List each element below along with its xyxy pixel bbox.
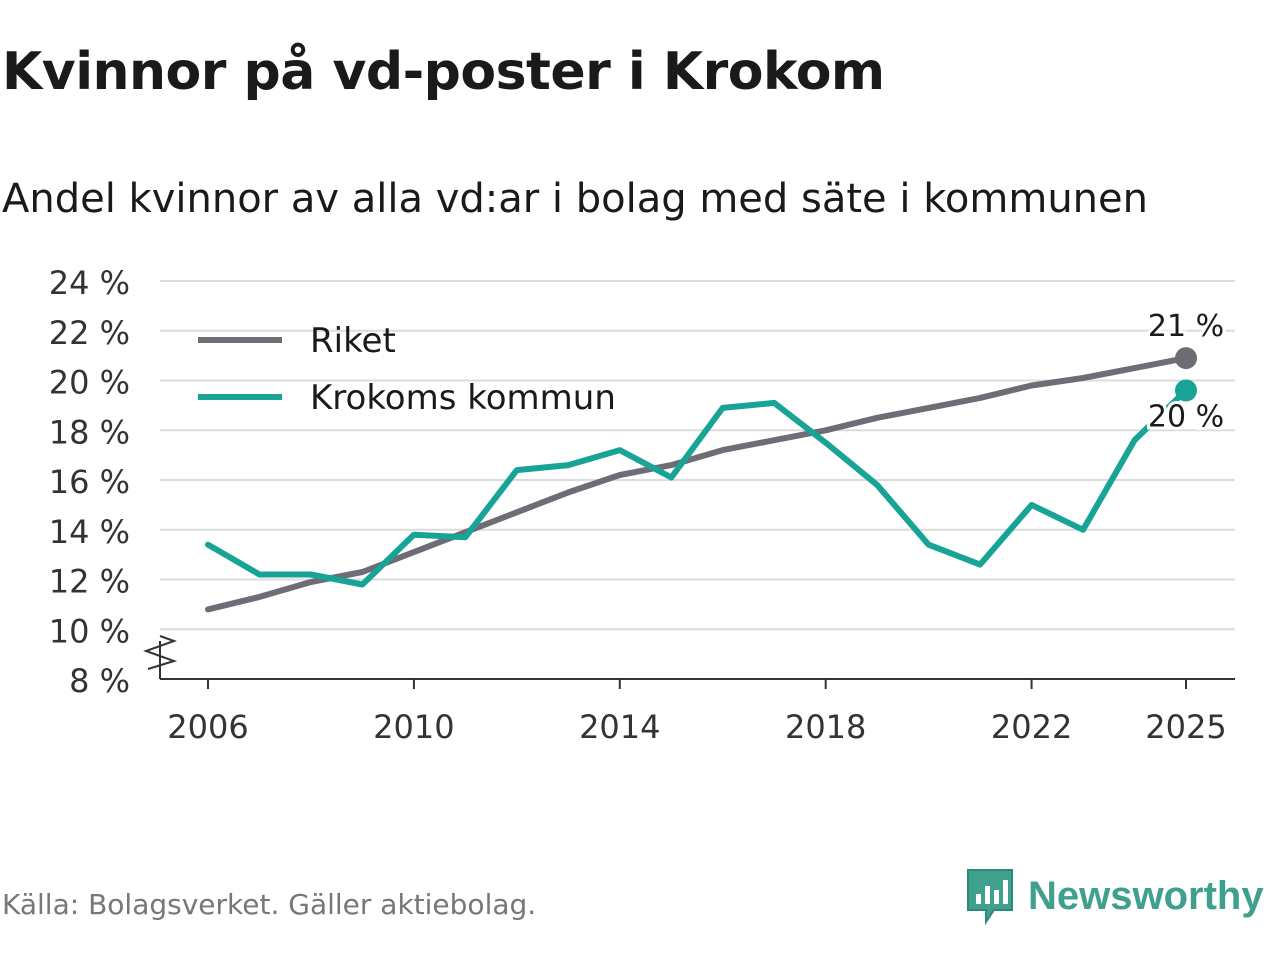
x-tick-label: 2022 bbox=[991, 708, 1072, 746]
y-tick-label: 12 % bbox=[49, 563, 130, 601]
y-tick-label: 24 % bbox=[49, 264, 130, 302]
axis-break-mark bbox=[143, 635, 178, 670]
chart-subtitle: Andel kvinnor av alla vd:ar i bolag med … bbox=[2, 176, 1148, 222]
legend-label: Riket bbox=[310, 321, 396, 361]
y-tick-label: 22 % bbox=[49, 314, 130, 352]
chart-title: Kvinnor på vd-poster i Krokom bbox=[2, 42, 885, 102]
y-tick-label: 16 % bbox=[49, 463, 130, 501]
y-tick-label: 20 % bbox=[49, 364, 130, 402]
end-label: 20 % bbox=[1148, 399, 1224, 434]
end-point bbox=[1175, 379, 1197, 402]
y-tick-label: 18 % bbox=[49, 413, 130, 451]
x-tick-label: 2010 bbox=[373, 708, 454, 746]
series-line-krokom bbox=[205, 387, 1189, 588]
brand-logo: Newsworthy bbox=[964, 866, 1264, 926]
end-label-halo: 20 % bbox=[1148, 399, 1224, 434]
x-tick-label: 2006 bbox=[167, 708, 248, 746]
end-label: 21 % bbox=[1148, 309, 1224, 344]
x-tick-label: 2025 bbox=[1145, 708, 1226, 746]
end-label-halo: 21 % bbox=[1148, 309, 1224, 344]
legend-label: Krokoms kommun bbox=[310, 378, 616, 418]
brand-name: Newsworthy bbox=[1028, 873, 1264, 918]
y-tick-label: 14 % bbox=[49, 513, 130, 551]
series-line-riket bbox=[205, 355, 1189, 613]
x-tick-label: 2018 bbox=[785, 708, 866, 746]
y-tick-label: 10 % bbox=[49, 612, 130, 650]
newsworthy-icon bbox=[967, 869, 1013, 926]
x-tick-label: 2014 bbox=[579, 708, 660, 746]
y-tick-label: 8 % bbox=[69, 662, 130, 700]
source-note: Källa: Bolagsverket. Gäller aktiebolag. bbox=[2, 888, 537, 921]
end-point bbox=[1175, 347, 1197, 370]
